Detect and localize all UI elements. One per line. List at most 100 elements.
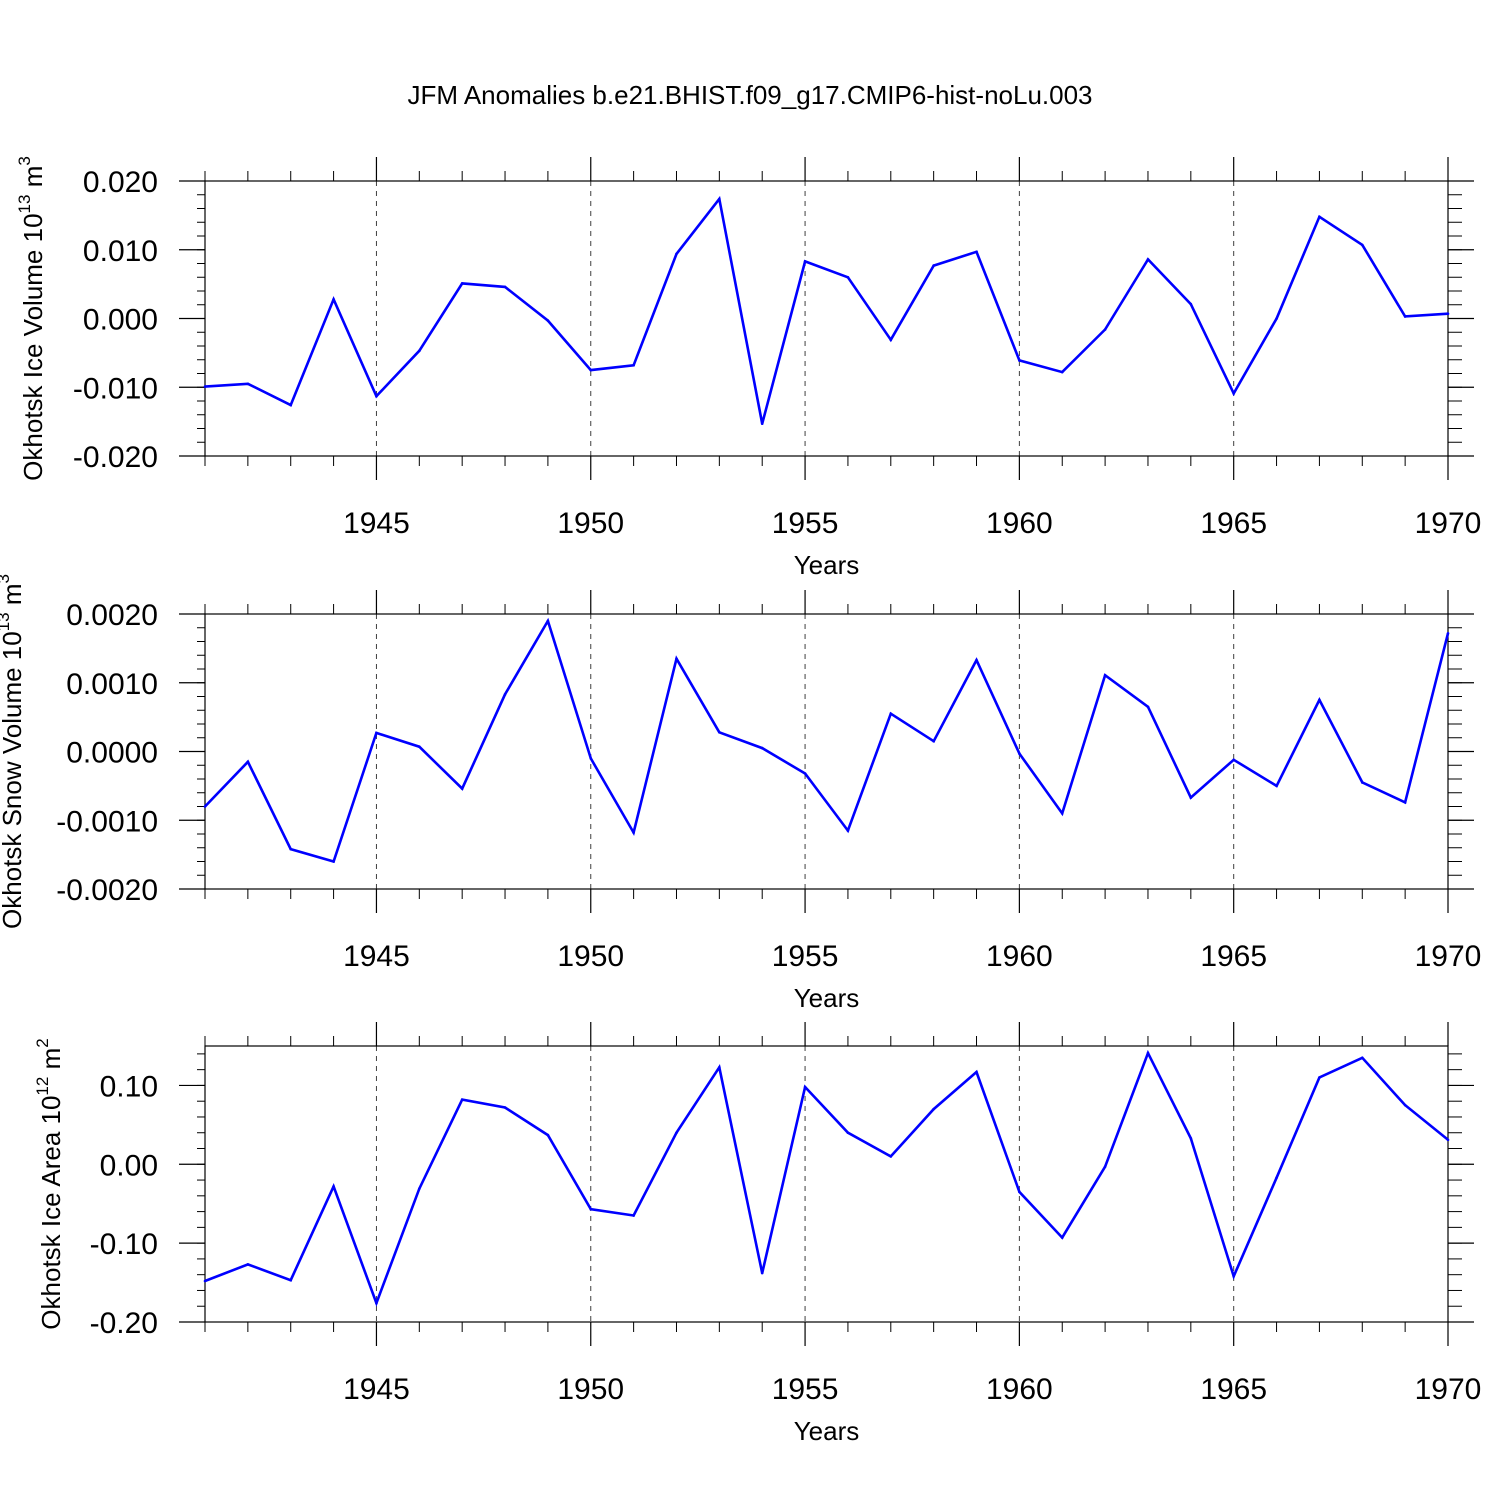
data-point <box>460 787 464 790</box>
data-point <box>203 385 207 388</box>
plot-frame <box>204 613 1449 890</box>
data-point <box>975 658 978 662</box>
y-tick-label: 0.000 <box>83 304 158 337</box>
data-point <box>889 1155 893 1158</box>
data-point <box>1018 359 1021 362</box>
data-point <box>1146 258 1150 261</box>
data-point <box>1232 1274 1235 1278</box>
y-tick-label: 0.020 <box>83 166 158 199</box>
data-point <box>1189 796 1193 799</box>
data-point <box>1018 752 1021 755</box>
data-point <box>760 1271 764 1275</box>
data-point <box>460 282 464 285</box>
data-point <box>1103 673 1107 677</box>
data-point <box>1403 315 1407 318</box>
y-tick-label: 0.00 <box>100 1149 158 1182</box>
x-axis-title: Years <box>794 550 860 580</box>
data-point <box>1275 784 1278 788</box>
data-point <box>1146 705 1150 709</box>
data-point <box>1275 317 1278 320</box>
data-point <box>975 250 978 254</box>
data-point <box>1360 243 1364 247</box>
data-point <box>1232 758 1235 762</box>
x-tick-label: 1970 <box>1415 507 1482 540</box>
x-tick-label: 1955 <box>772 507 839 540</box>
data-point <box>1146 1051 1150 1055</box>
data-point <box>1103 1165 1107 1168</box>
x-axis-title: Years <box>794 1416 860 1446</box>
x-tick-label: 1970 <box>1415 940 1482 973</box>
data-point <box>203 805 207 808</box>
data-point <box>1232 392 1235 395</box>
data-point <box>460 1098 464 1101</box>
series-line <box>204 1049 1449 1307</box>
data-point <box>803 260 807 263</box>
y-axis-title: Okhotsk Snow Volume 1013 m3 <box>0 574 27 929</box>
data-point <box>546 1133 550 1137</box>
x-tick-label: 1960 <box>986 940 1053 973</box>
data-point <box>589 1207 593 1211</box>
data-point <box>332 1185 335 1188</box>
data-point <box>418 1187 421 1191</box>
data-point <box>675 252 678 256</box>
data-point <box>1446 631 1450 635</box>
data-point <box>375 394 378 398</box>
x-tick-label: 1945 <box>343 1373 410 1406</box>
plot-frame <box>204 180 1449 457</box>
y-tick-label: -0.10 <box>90 1228 158 1261</box>
x-tick-label: 1950 <box>557 940 624 973</box>
data-point <box>289 403 293 407</box>
data-point <box>803 1085 807 1089</box>
y-tick-label: -0.20 <box>90 1307 158 1340</box>
panel-1: -0.020 -0.010 0.000 0.010 0.020 1945 1950 1955 1… <box>15 156 1481 580</box>
data-point <box>203 1279 207 1283</box>
data-point <box>932 1107 935 1111</box>
data-point <box>889 338 893 342</box>
data-point <box>1018 1190 1021 1194</box>
data-point <box>975 1070 978 1074</box>
data-point <box>932 264 935 267</box>
chart-title: JFM Anomalies b.e21.BHIST.f09_g17.CMIP6-… <box>407 80 1092 110</box>
data-point <box>503 693 507 696</box>
x-tick-label: 1960 <box>986 507 1053 540</box>
x-tick-label: 1965 <box>1200 507 1267 540</box>
x-tick-label: 1970 <box>1415 1373 1482 1406</box>
data-point <box>418 745 421 748</box>
data-point <box>846 1131 850 1135</box>
data-point <box>1103 328 1107 331</box>
data-point <box>1403 801 1407 804</box>
data-point <box>246 382 250 386</box>
data-point <box>846 275 850 279</box>
data-point <box>803 772 807 775</box>
data-point <box>1318 1076 1321 1079</box>
data-point <box>332 297 335 301</box>
data-point <box>675 657 678 660</box>
data-point <box>675 1131 678 1135</box>
panel-2: -0.0020 -0.0010 0.0000 0.0010 0.0020 1945 1950… <box>0 574 1481 1013</box>
data-point <box>289 847 293 851</box>
series-line <box>204 195 1449 425</box>
data-point <box>632 831 635 834</box>
y-tick-label: -0.020 <box>73 441 158 474</box>
data-point <box>1360 781 1364 784</box>
data-point <box>760 422 764 425</box>
data-point <box>332 860 335 863</box>
data-point <box>889 712 893 715</box>
data-point <box>718 197 721 201</box>
data-point <box>1060 812 1064 815</box>
y-tick-label: 0.10 <box>100 1070 158 1103</box>
x-tick-label: 1965 <box>1200 1373 1267 1406</box>
data-point <box>632 1214 635 1217</box>
y-tick-label: -0.0010 <box>56 805 158 838</box>
x-tick-label: 1960 <box>986 1373 1053 1406</box>
data-point <box>1275 1176 1278 1179</box>
data-point <box>846 829 850 832</box>
y-tick-label: 0.010 <box>83 235 158 268</box>
data-point <box>418 349 421 353</box>
x-tick-label: 1955 <box>772 940 839 973</box>
data-point <box>375 1301 378 1305</box>
data-point <box>718 1065 721 1069</box>
data-point <box>1060 1236 1064 1239</box>
x-axis-title: Years <box>794 983 860 1013</box>
